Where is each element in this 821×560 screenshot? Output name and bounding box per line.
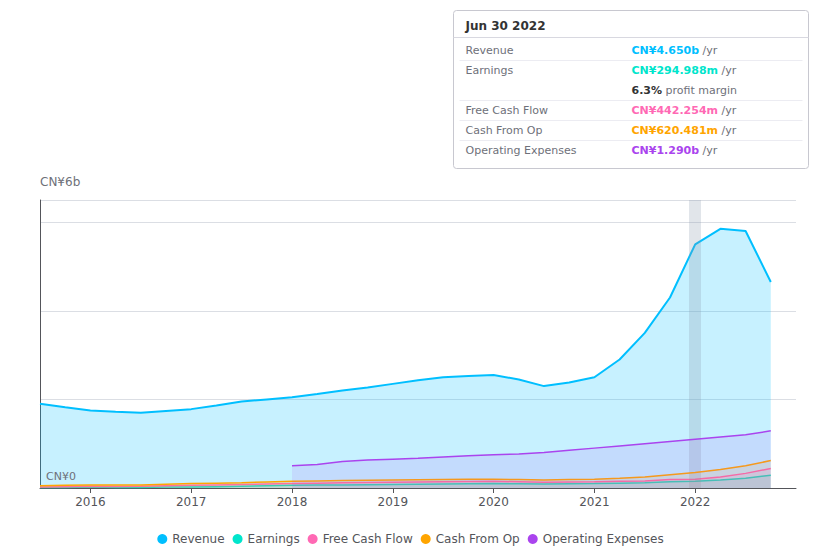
svg-text:CN¥442.254m: CN¥442.254m [632, 104, 719, 117]
svg-text:CN¥1.290b: CN¥1.290b [632, 144, 700, 157]
svg-text:/yr: /yr [718, 124, 737, 137]
svg-text:CN¥294.988m: CN¥294.988m [632, 64, 719, 77]
svg-text:/yr: /yr [699, 44, 718, 57]
svg-text:Free Cash Flow: Free Cash Flow [323, 532, 413, 546]
svg-text:/yr: /yr [718, 64, 737, 77]
svg-text:CN¥4.650b: CN¥4.650b [632, 44, 700, 57]
svg-text:2016: 2016 [75, 495, 106, 509]
svg-text:Earnings: Earnings [466, 64, 514, 77]
svg-text:Revenue: Revenue [466, 44, 514, 57]
svg-text:2018: 2018 [277, 495, 308, 509]
svg-text:2020: 2020 [478, 495, 509, 509]
svg-text:Jun 30 2022: Jun 30 2022 [465, 19, 546, 33]
svg-text:Revenue: Revenue [172, 532, 224, 546]
svg-text:/yr: /yr [699, 144, 718, 157]
svg-text:Free Cash Flow: Free Cash Flow [466, 104, 549, 117]
svg-text:2022: 2022 [680, 495, 711, 509]
svg-text:CN¥0: CN¥0 [46, 470, 76, 483]
svg-text:Operating Expenses: Operating Expenses [543, 532, 664, 546]
svg-text:CN¥620.481m: CN¥620.481m [632, 124, 719, 137]
svg-text:/yr: /yr [718, 104, 737, 117]
svg-text:2019: 2019 [378, 495, 409, 509]
svg-text:2021: 2021 [579, 495, 610, 509]
svg-text:Earnings: Earnings [248, 532, 300, 546]
svg-text:2017: 2017 [176, 495, 207, 509]
svg-text:Cash From Op: Cash From Op [436, 532, 520, 546]
svg-text:CN¥6b: CN¥6b [40, 175, 80, 189]
svg-text:Operating Expenses: Operating Expenses [466, 144, 577, 157]
svg-text:profit margin: profit margin [662, 84, 737, 97]
svg-text:Cash From Op: Cash From Op [466, 124, 543, 137]
svg-text:6.3%: 6.3% [632, 84, 663, 97]
